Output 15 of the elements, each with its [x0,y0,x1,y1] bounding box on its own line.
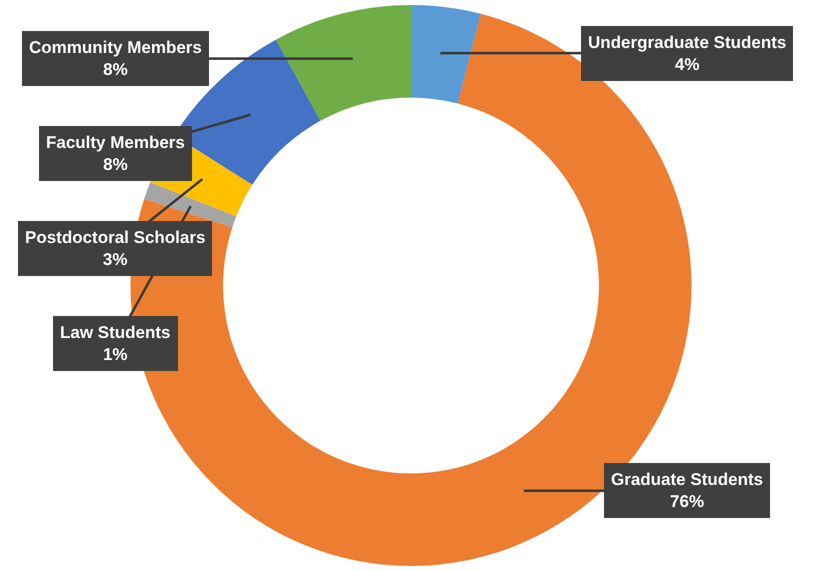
data-label: 76% [670,492,704,512]
data-label: 8% [103,60,128,80]
donut-slice [144,182,236,228]
donut-slice [411,5,481,104]
data-label: 8% [103,155,128,174]
slice-label: Graduate Students [611,470,764,489]
data-label: 4% [674,55,700,74]
data-label: 1% [102,345,128,364]
slice-label: Community Members [29,38,202,57]
data-label: 3% [102,250,128,270]
donut-slice [276,5,411,121]
slice-label: Law Students [60,323,171,342]
slice-label: Postdoctoral Scholars [25,228,206,247]
slice-label: Undergraduate Students [588,33,786,52]
slice-label: Faculty Members [46,133,185,152]
